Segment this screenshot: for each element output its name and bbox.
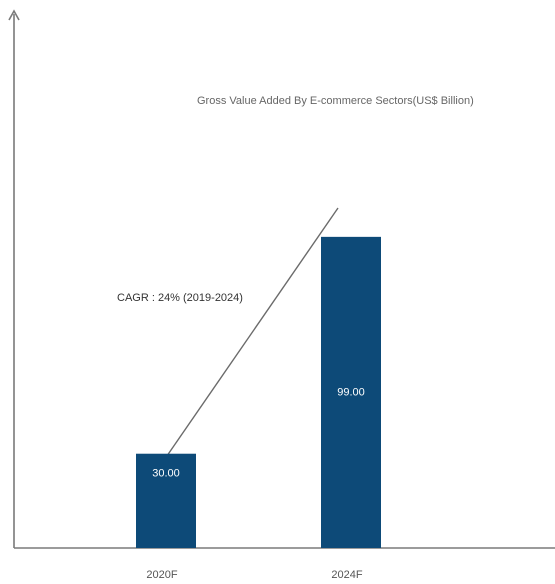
x-tick-label-2020f: 2020F <box>146 569 177 581</box>
value-label-2020f: 30.00 <box>152 468 180 480</box>
bar-2020f <box>136 453 196 548</box>
cagr-trend-line <box>159 207 339 467</box>
bar-2024f <box>321 236 381 548</box>
chart-title: Gross Value Added By E-commerce Sectors(… <box>197 95 474 107</box>
cagr-annotation: CAGR : 24% (2019-2024) <box>117 292 243 304</box>
bars-layer: 30.00 2020F 99.00 2024F <box>136 236 381 581</box>
value-label-2024f: 99.00 <box>337 386 365 398</box>
y-axis-arrow-icon <box>8 9 20 21</box>
x-tick-label-2024f: 2024F <box>331 569 362 581</box>
